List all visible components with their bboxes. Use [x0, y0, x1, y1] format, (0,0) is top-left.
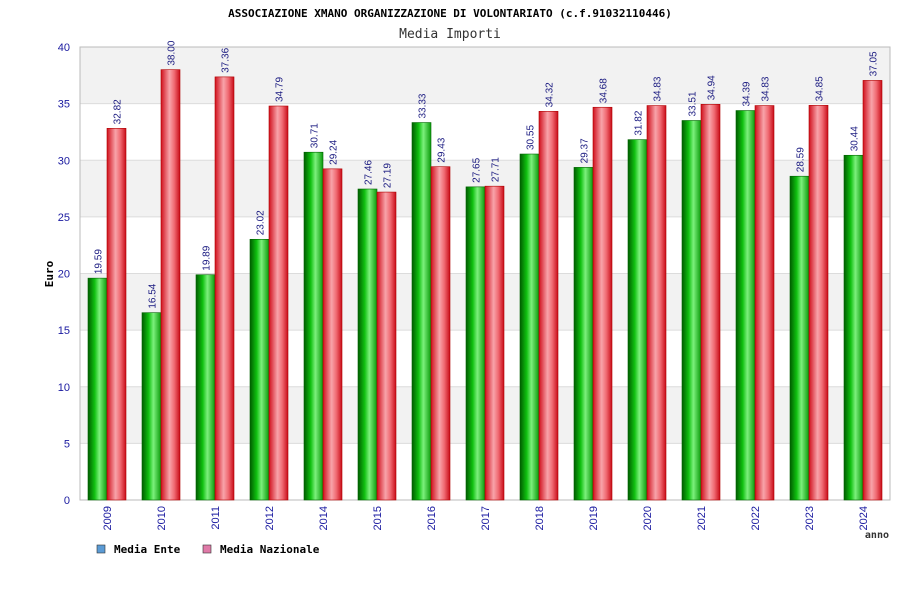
bar-media-nazionale-2022: [754, 105, 775, 501]
bar-media-nazionale-2009: [106, 128, 127, 501]
y-tick-label: 0: [64, 495, 70, 507]
x-tick-label: 2016: [426, 506, 438, 530]
x-tick-label: 2023: [804, 506, 816, 530]
y-tick-label: 25: [58, 212, 70, 224]
legend-label-media-nazionale: Media Nazionale: [220, 543, 320, 556]
data-label: 27.19: [383, 163, 394, 188]
data-label: 27.46: [364, 160, 375, 185]
bar-media-ente-2023: [789, 175, 810, 501]
legend-swatch-media-ente: [96, 544, 106, 554]
data-label: 37.05: [869, 51, 880, 76]
legend-label-media-ente: Media Ente: [114, 543, 181, 556]
bar-media-ente-2021: [681, 120, 702, 501]
data-label: 34.83: [653, 76, 664, 101]
y-axis-label: Euro: [43, 260, 56, 287]
data-label: 19.59: [94, 249, 105, 274]
data-label: 34.85: [815, 76, 826, 101]
data-label: 34.68: [599, 78, 610, 103]
bar-media-nazionale-2011: [214, 76, 235, 501]
bar-media-nazionale-2014: [322, 168, 343, 501]
x-axis-label: anno: [865, 530, 889, 541]
x-axis: 2009 2010 2011 2012 2014 2015 2016 2017 2018 2019…: [102, 506, 870, 530]
data-label: 31.82: [634, 110, 645, 135]
data-label: 34.94: [707, 75, 718, 100]
bar-media-nazionale-2021: [700, 104, 721, 501]
data-label: 30.71: [310, 123, 321, 148]
bar-media-nazionale-2016: [430, 166, 451, 501]
bar-media-nazionale-2018: [538, 111, 559, 501]
y-tick-label: 15: [58, 325, 70, 337]
data-label: 29.24: [329, 139, 340, 164]
data-label: 32.82: [113, 99, 124, 124]
data-label: 34.32: [545, 82, 556, 107]
bar-media-ente-2022: [735, 110, 756, 501]
bars: [87, 69, 883, 501]
y-tick-label: 30: [58, 155, 70, 167]
data-label: 34.79: [275, 77, 286, 102]
y-tick-label: 35: [58, 99, 70, 111]
x-tick-label: 2019: [588, 506, 600, 530]
y-tick-label: 40: [58, 42, 70, 54]
data-label: 30.55: [526, 125, 537, 150]
bar-media-ente-2014: [303, 151, 324, 501]
bar-media-ente-2010: [141, 312, 162, 501]
x-tick-label: 2017: [480, 506, 492, 530]
data-label: 16.54: [148, 283, 159, 308]
bar-media-ente-2020: [627, 139, 648, 501]
data-label: 19.89: [202, 245, 213, 270]
data-label: 33.51: [688, 91, 699, 116]
x-tick-label: 2015: [372, 506, 384, 530]
x-tick-label: 2012: [264, 506, 276, 530]
bar-media-ente-2015: [357, 188, 378, 501]
y-tick-label: 10: [58, 382, 70, 394]
bar-media-nazionale-2019: [592, 106, 613, 501]
data-label: 27.65: [472, 157, 483, 182]
x-tick-label: 2022: [750, 506, 762, 530]
bar-media-ente-2009: [87, 277, 108, 501]
data-label: 38.00: [167, 40, 178, 65]
data-label: 29.37: [580, 138, 591, 163]
data-label: 37.36: [221, 47, 232, 72]
data-label: 23.02: [256, 210, 267, 235]
x-tick-label: 2014: [318, 506, 330, 530]
x-tick-label: 2011: [210, 506, 222, 530]
y-tick-label: 20: [58, 269, 70, 281]
data-label: 27.71: [491, 157, 502, 182]
data-labels: 19.59 32.82 16.54 38.00 19.89 37.36 23.02 34.79…: [94, 40, 880, 308]
data-label: 29.43: [437, 137, 448, 162]
x-tick-label: 2024: [858, 506, 870, 530]
bar-media-ente-2011: [195, 274, 216, 501]
bar-media-nazionale-2023: [808, 105, 829, 501]
bar-media-nazionale-2012: [268, 105, 289, 501]
bar-media-ente-2019: [573, 167, 594, 501]
x-tick-label: 2009: [102, 506, 114, 530]
legend: Media Ente Media Nazionale: [96, 543, 320, 556]
legend-swatch-media-nazionale: [202, 544, 212, 554]
bar-media-ente-2017: [465, 186, 486, 501]
data-label: 28.59: [796, 147, 807, 172]
bar-media-ente-2018: [519, 153, 540, 501]
bar-media-ente-2024: [843, 154, 864, 501]
data-label: 33.33: [418, 93, 429, 118]
bar-media-ente-2016: [411, 122, 432, 501]
bar-media-nazionale-2017: [484, 185, 505, 501]
bar-media-nazionale-2024: [862, 80, 883, 501]
data-label: 34.83: [761, 76, 772, 101]
bar-media-nazionale-2010: [160, 69, 181, 501]
bar-media-nazionale-2015: [376, 191, 397, 501]
data-label: 30.44: [850, 126, 861, 151]
x-tick-label: 2020: [642, 506, 654, 530]
x-tick-label: 2018: [534, 506, 546, 530]
data-label: 34.39: [742, 81, 753, 106]
bar-media-nazionale-2020: [646, 105, 667, 501]
x-tick-label: 2021: [696, 506, 708, 530]
chart-title: ASSOCIAZIONE XMANO ORGANIZZAZIONE DI VOL…: [228, 7, 672, 20]
chart-subtitle: Media Importi: [399, 27, 501, 42]
bar-media-ente-2012: [249, 238, 270, 501]
x-tick-label: 2010: [156, 506, 168, 530]
y-tick-label: 5: [64, 438, 70, 450]
